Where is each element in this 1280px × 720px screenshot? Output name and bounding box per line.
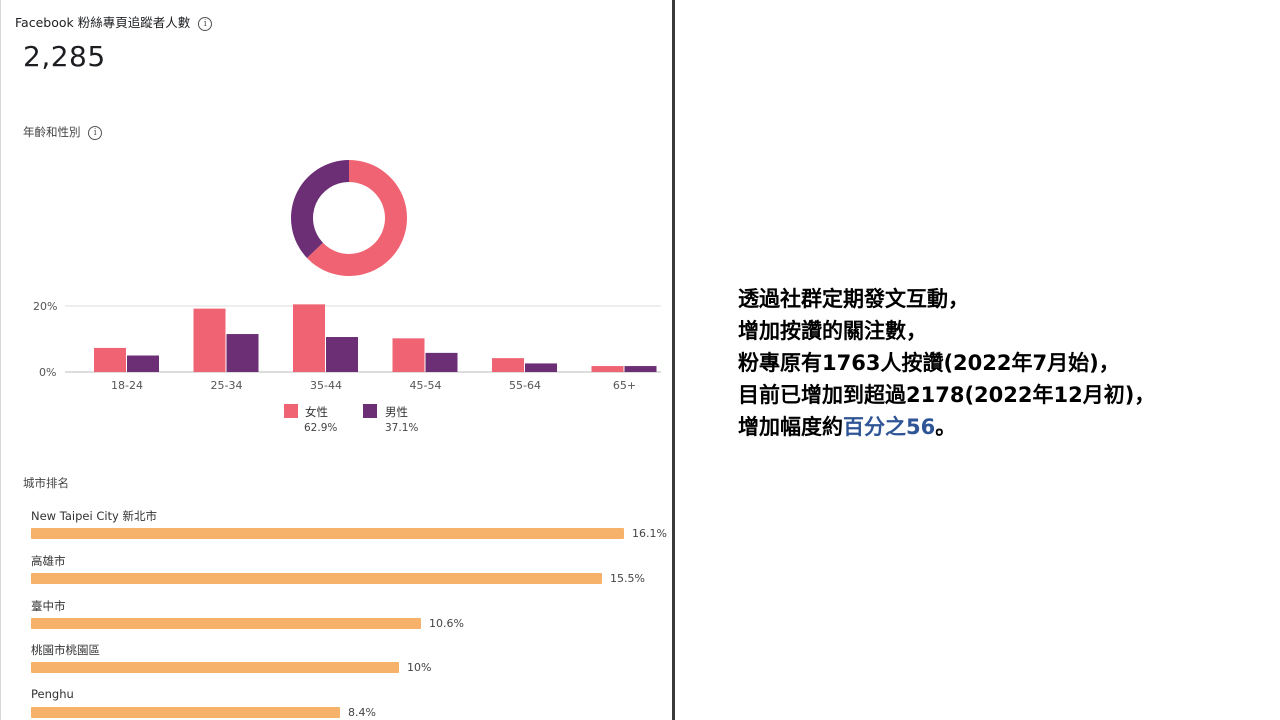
- city-percentage: 10%: [407, 661, 432, 674]
- city-percentage: 8.4%: [348, 706, 376, 719]
- note-line-growth: 增加幅度約百分之56。: [738, 411, 1155, 443]
- bar-female-55-64[interactable]: [492, 358, 524, 372]
- age-gender-heading: 年齡和性別 i: [23, 124, 103, 140]
- info-icon[interactable]: i: [198, 16, 213, 31]
- legend-label-male: 男性: [385, 405, 408, 419]
- city-bar[interactable]: [31, 528, 624, 539]
- bar-male-35-44[interactable]: [326, 337, 358, 372]
- bar-female-65+[interactable]: [591, 366, 624, 372]
- bars-group: [94, 304, 657, 372]
- y-tick-label: 0%: [39, 366, 56, 379]
- bar-male-55-64[interactable]: [525, 363, 557, 372]
- x-tick-label: 55-64: [509, 379, 541, 392]
- y-tick-label: 20%: [33, 300, 57, 313]
- bar-female-18-24[interactable]: [94, 347, 126, 372]
- x-tick-label: 65+: [613, 379, 636, 392]
- note-line: 透過社群定期發文互動，: [738, 287, 969, 311]
- city-percentage: 15.5%: [610, 572, 645, 585]
- note-line: 增加按讚的關注數，: [738, 319, 927, 343]
- x-tick-label: 45-54: [410, 379, 442, 392]
- x-labels-group: 18-24 25-34 35-44 45-54 55-64 65+: [111, 379, 636, 392]
- bar-female-35-44[interactable]: [293, 304, 325, 372]
- panel-title: Facebook 粉絲專頁追蹤者人數 i: [15, 12, 213, 31]
- city-name: 桃園市桃園區: [31, 643, 100, 657]
- note-line: 粉專原有1763人按讚(2022年7月始)，: [738, 351, 1120, 375]
- city-bar[interactable]: [31, 662, 399, 673]
- bar-male-25-34[interactable]: [226, 334, 259, 372]
- city-bar[interactable]: [31, 707, 340, 718]
- age-gender-label: 年齡和性別: [23, 125, 81, 139]
- legend-label-female: 女性: [305, 405, 328, 419]
- panel-title-text: Facebook 粉絲專頁追蹤者人數: [15, 15, 191, 30]
- gender-donut-chart: [291, 160, 407, 276]
- x-tick-label: 35-44: [310, 379, 342, 392]
- donut-female-slice[interactable]: [306, 160, 407, 276]
- bar-female-45-54[interactable]: [392, 338, 425, 372]
- bar-female-25-34[interactable]: [193, 308, 226, 372]
- note-growth-highlight: 百分之56: [843, 415, 936, 439]
- city-bar[interactable]: [31, 618, 421, 629]
- city-bar[interactable]: [31, 573, 602, 584]
- bar-male-18-24[interactable]: [127, 355, 159, 373]
- note-line: 目前已增加到超過2178(2022年12月初)，: [738, 383, 1156, 407]
- bar-male-65+[interactable]: [624, 366, 657, 372]
- city-percentage: 10.6%: [429, 617, 464, 630]
- city-name: 高雄市: [31, 554, 66, 568]
- legend-swatch-female: [284, 404, 298, 418]
- bar-male-45-54[interactable]: [425, 352, 458, 372]
- donut-male-slice[interactable]: [291, 160, 349, 258]
- legend-pct-female: 62.9%: [304, 422, 338, 434]
- city-name: New Taipei City 新北市: [31, 509, 158, 523]
- note-growth-prefix: 增加幅度約: [738, 415, 843, 439]
- legend-swatch-male: [363, 404, 377, 418]
- age-gender-bar-chart: 20% 0% 18-24 25-34 35-44 45-54 55-64 65+: [33, 300, 661, 392]
- x-tick-label: 18-24: [111, 379, 143, 392]
- city-name: 臺中市: [31, 599, 66, 613]
- follower-total: 2,285: [23, 40, 106, 73]
- city-percentage: 16.1%: [632, 527, 667, 540]
- summary-note: 透過社群定期發文互動， 增加按讚的關注數， 粉專原有1763人按讚(2022年7…: [738, 283, 1155, 443]
- follower-insights-panel: Facebook 粉絲專頁追蹤者人數 i 2,285 年齡和性別 i 20% 0…: [0, 0, 675, 720]
- info-icon[interactable]: i: [88, 125, 103, 140]
- x-tick-label: 25-34: [211, 379, 243, 392]
- city-ranking-label: 城市排名: [23, 476, 69, 490]
- city-name: Penghu: [31, 687, 74, 701]
- legend-pct-male: 37.1%: [385, 422, 419, 434]
- note-growth-suffix: 。: [935, 415, 957, 439]
